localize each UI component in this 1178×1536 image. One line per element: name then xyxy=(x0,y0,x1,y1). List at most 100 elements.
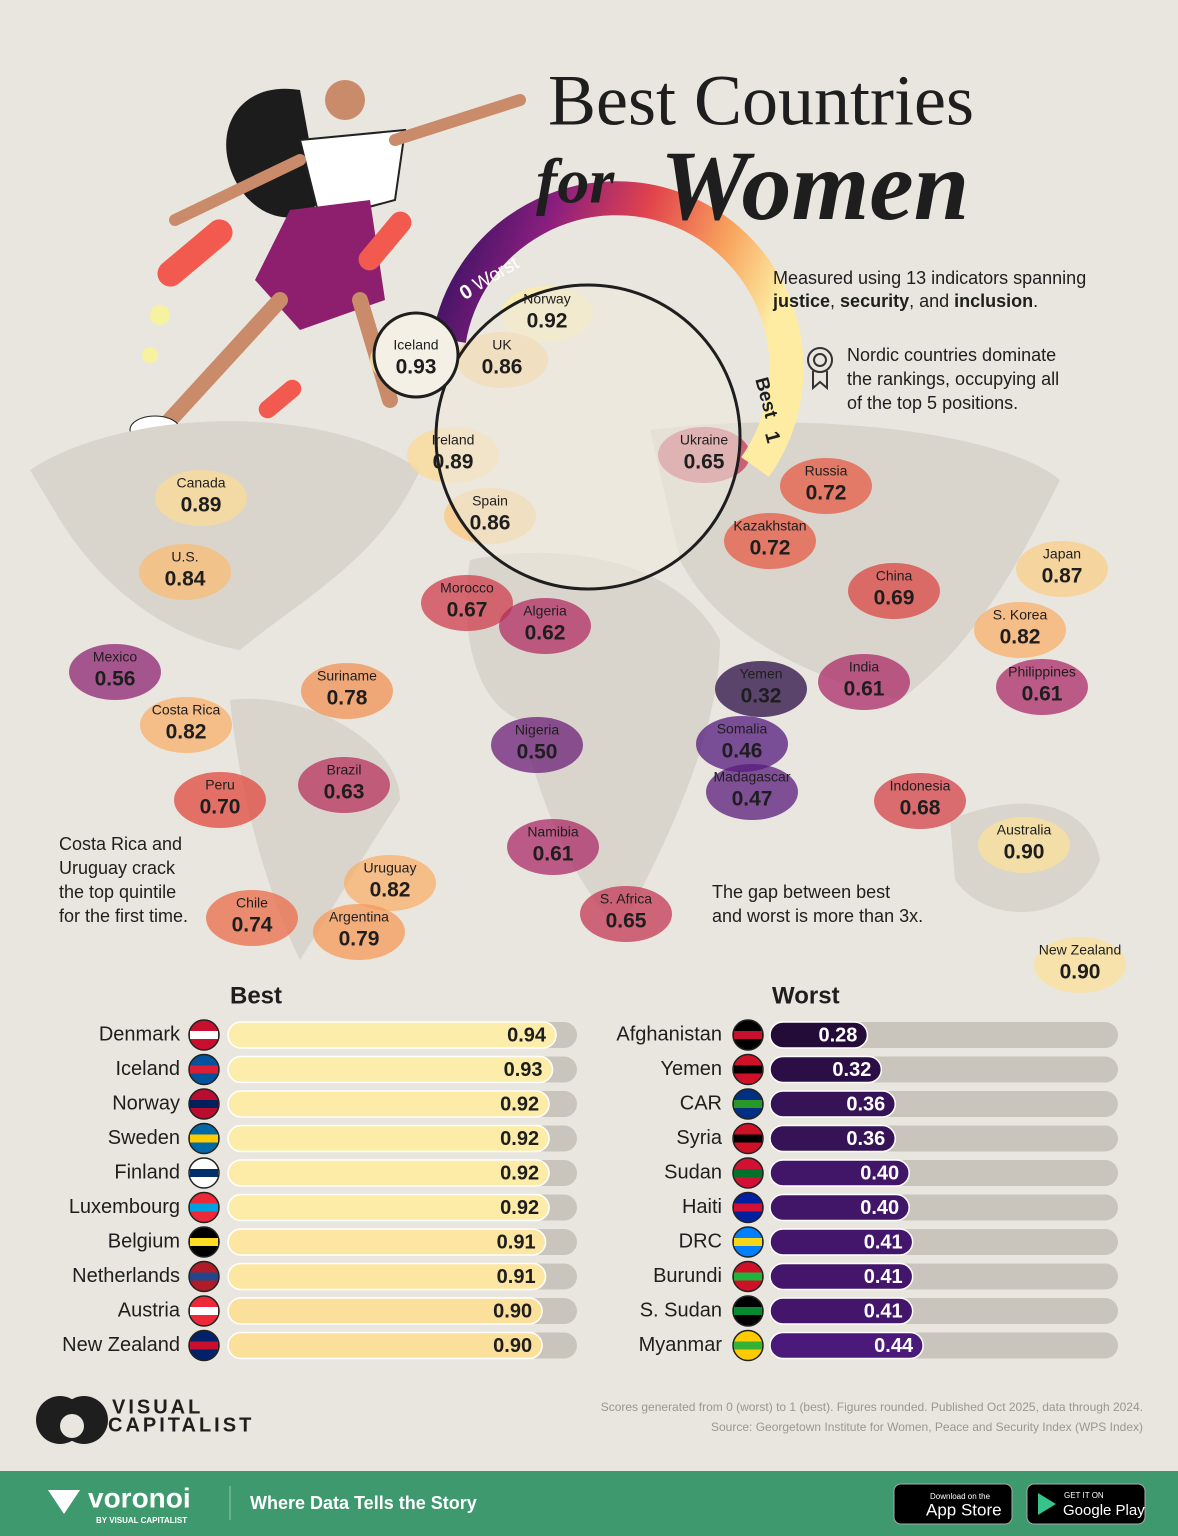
value-label: 0.36 xyxy=(846,1093,885,1115)
country-region xyxy=(818,654,910,710)
country-score: 0.62 xyxy=(525,622,566,645)
country-region xyxy=(580,886,672,942)
country-region xyxy=(696,716,788,772)
category-label: Austria xyxy=(118,1299,181,1321)
bar-charts: Best Denmark 0.94 Iceland 0.93 Norway 0.92 Swed… xyxy=(62,982,1118,1362)
country-name: S. Korea xyxy=(993,607,1048,623)
value-label: 0.91 xyxy=(497,1266,536,1288)
bar xyxy=(769,1124,897,1153)
country-name: Philippines xyxy=(1008,664,1076,680)
note: Nordic countries dominate xyxy=(847,345,1056,365)
country-name: Nigeria xyxy=(515,722,560,738)
category-label: Luxembourg xyxy=(69,1196,180,1218)
country-name: Namibia xyxy=(527,824,579,840)
country-score: 0.46 xyxy=(722,740,763,763)
description-part: inclusion xyxy=(954,291,1033,311)
country-region xyxy=(780,458,872,514)
category-label: Sudan xyxy=(664,1161,722,1183)
description-part: , and xyxy=(909,291,954,311)
bar xyxy=(769,1262,914,1291)
country-region xyxy=(313,904,405,960)
country-region xyxy=(974,602,1066,658)
note: for the first time. xyxy=(59,906,188,926)
value-label: 0.94 xyxy=(507,1024,547,1046)
country-region xyxy=(140,697,232,753)
country-name: Iceland xyxy=(393,337,438,353)
flag-stripe xyxy=(190,1134,218,1143)
note: the rankings, occupying all xyxy=(847,369,1059,389)
category-label: Yemen xyxy=(660,1058,722,1080)
source: Source: Georgetown Institute for Women, … xyxy=(711,1420,1143,1434)
country-name: Japan xyxy=(1043,546,1081,562)
value-label: 0.44 xyxy=(874,1335,914,1357)
flag-stripe xyxy=(190,1272,218,1281)
bar xyxy=(769,1228,914,1256)
country-score: 0.68 xyxy=(900,797,941,820)
country-score: 0.78 xyxy=(327,687,368,710)
country-region xyxy=(69,644,161,700)
category-label: Norway xyxy=(112,1092,180,1114)
category-label: Finland xyxy=(114,1161,180,1183)
google-play-button[interactable] xyxy=(1026,1483,1146,1525)
country-score: 0.89 xyxy=(433,451,474,474)
country-region xyxy=(499,598,591,654)
country-score: 0.72 xyxy=(806,482,847,505)
flag-stripe xyxy=(190,1065,218,1074)
bar xyxy=(227,1090,550,1118)
country-score: 0.92 xyxy=(527,310,568,333)
country-score: 0.87 xyxy=(1042,565,1083,588)
flag-stripe xyxy=(190,1169,218,1177)
country-region xyxy=(155,470,247,526)
country-name: Australia xyxy=(997,822,1052,838)
flag-stripe xyxy=(190,1031,218,1039)
country-score: 0.69 xyxy=(874,587,915,610)
value-label: 0.92 xyxy=(500,1093,539,1115)
bar xyxy=(227,1262,547,1291)
country-score: 0.93 xyxy=(396,356,437,379)
value-label: 0.36 xyxy=(846,1128,885,1150)
category-label: Denmark xyxy=(99,1023,181,1045)
category-label: Myanmar xyxy=(639,1334,723,1356)
value-label: 0.41 xyxy=(864,1300,903,1322)
category-label: Burundi xyxy=(653,1265,722,1287)
value-label: 0.32 xyxy=(832,1059,871,1081)
country-score: 0.86 xyxy=(482,356,523,379)
country-region xyxy=(491,717,583,773)
country-name: Spain xyxy=(472,493,508,509)
category-label: Haiti xyxy=(682,1196,722,1218)
bar xyxy=(769,1055,883,1084)
voronoi-logo xyxy=(48,1490,80,1514)
country-score: 0.32 xyxy=(741,685,782,708)
flag-stripe xyxy=(190,1203,218,1212)
country-name: Madagascar xyxy=(713,769,790,785)
note: Costa Rica and xyxy=(59,834,182,854)
category-label: CAR xyxy=(680,1092,722,1114)
country-score: 0.82 xyxy=(1000,626,1041,649)
country-name: Costa Rica xyxy=(152,702,221,718)
value-label: 0.93 xyxy=(504,1059,543,1081)
app-store-button[interactable] xyxy=(893,1483,1013,1525)
description-part: security xyxy=(840,291,909,311)
bar xyxy=(769,1297,914,1325)
country-name: Norway xyxy=(523,291,570,307)
country-name: Yemen xyxy=(739,666,782,682)
description-part: . xyxy=(1033,291,1038,311)
country-score: 0.84 xyxy=(165,568,206,591)
country-score: 0.86 xyxy=(470,512,511,535)
country-name: Ireland xyxy=(432,432,475,448)
description: Measured using 13 indicators spanning xyxy=(773,268,1086,288)
scale-gauge: 0 Worst Best 1 xyxy=(372,181,804,591)
country-name: S. Africa xyxy=(600,891,652,907)
country-region xyxy=(206,890,298,946)
country-name: Russia xyxy=(805,463,848,479)
bar xyxy=(769,1090,897,1118)
country-name: Brazil xyxy=(326,762,361,778)
country-score: 0.61 xyxy=(533,843,574,866)
category-label: Afghanistan xyxy=(616,1023,722,1045)
country-name: India xyxy=(849,659,880,675)
title-line1: Best Countries xyxy=(548,61,974,141)
brand: VISUAL xyxy=(112,1396,203,1418)
country-score: 0.82 xyxy=(370,879,411,902)
bar xyxy=(769,1331,924,1360)
